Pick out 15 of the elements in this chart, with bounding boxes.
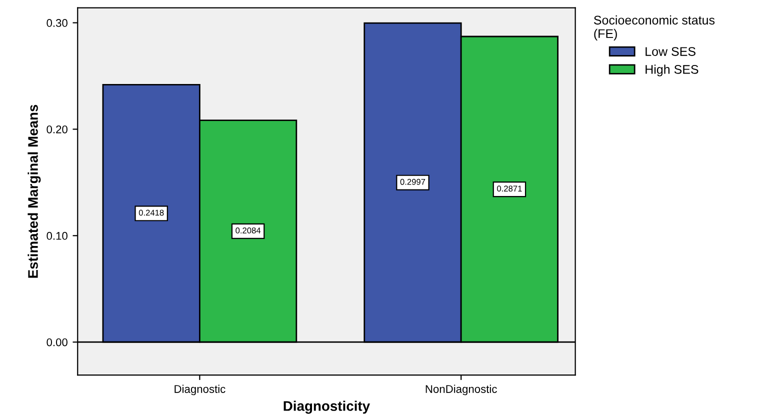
y-tick-label: 0.30 <box>46 19 68 27</box>
x-tick-label: NonDiagnostic <box>426 384 497 396</box>
y-tick-label: 0.00 <box>46 338 68 346</box>
data-label: 0.2084 <box>236 228 261 234</box>
y-axis-title: Estimated Marginal Means <box>28 104 41 278</box>
legend-label: Low SES <box>646 47 696 56</box>
data-label: 0.2871 <box>497 186 522 192</box>
data-label: 0.2997 <box>400 178 426 185</box>
x-tick-label: Diagnostic <box>174 384 226 396</box>
y-tick-label: 0.20 <box>46 125 68 134</box>
legend-title: Socioeconomic status (FE) <box>594 15 715 40</box>
x-axis-title: Diagnosticity <box>284 400 370 414</box>
data-label: 0.2418 <box>138 210 164 216</box>
y-tick-label: 0.10 <box>46 232 68 240</box>
legend-label: High SES <box>646 64 698 76</box>
